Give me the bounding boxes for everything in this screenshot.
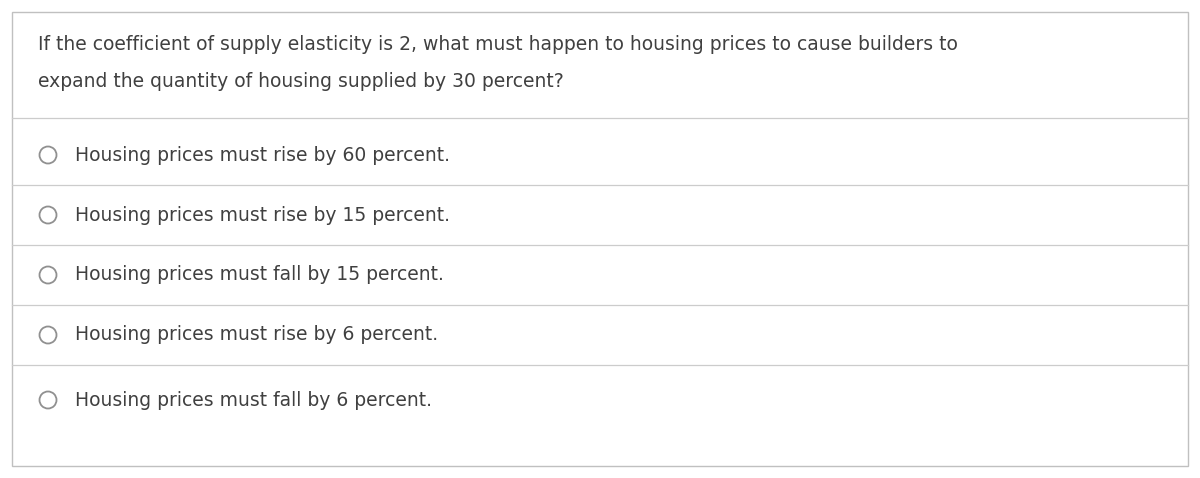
Text: Housing prices must fall by 6 percent.: Housing prices must fall by 6 percent. xyxy=(74,391,432,410)
Text: expand the quantity of housing supplied by 30 percent?: expand the quantity of housing supplied … xyxy=(38,72,564,91)
Circle shape xyxy=(40,267,56,283)
Circle shape xyxy=(40,206,56,224)
Circle shape xyxy=(40,391,56,409)
Text: If the coefficient of supply elasticity is 2, what must happen to housing prices: If the coefficient of supply elasticity … xyxy=(38,35,958,54)
Text: Housing prices must rise by 60 percent.: Housing prices must rise by 60 percent. xyxy=(74,145,450,164)
Text: Housing prices must rise by 6 percent.: Housing prices must rise by 6 percent. xyxy=(74,326,438,345)
Text: Housing prices must fall by 15 percent.: Housing prices must fall by 15 percent. xyxy=(74,265,444,284)
Circle shape xyxy=(40,146,56,163)
Circle shape xyxy=(40,326,56,344)
Text: Housing prices must rise by 15 percent.: Housing prices must rise by 15 percent. xyxy=(74,206,450,225)
